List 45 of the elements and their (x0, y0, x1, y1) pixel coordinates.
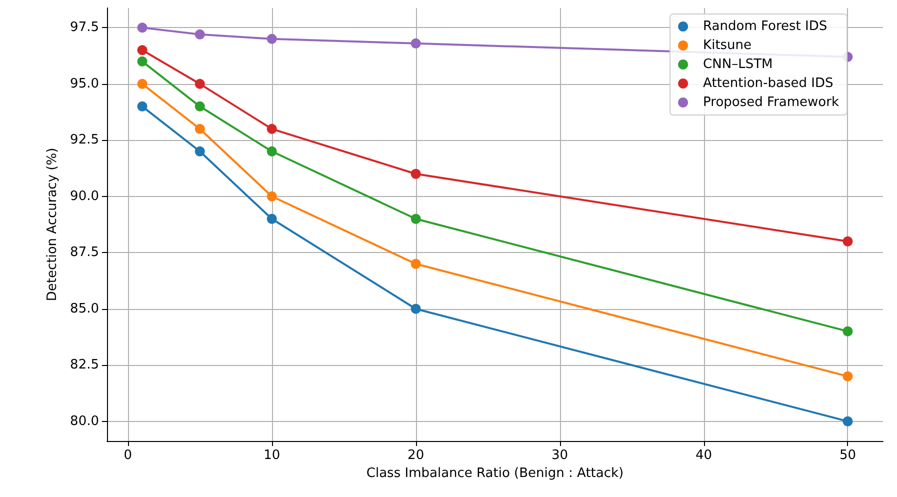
point (137, 78, 148, 89)
y-tick-label: 87.5 (70, 245, 99, 260)
point (194, 101, 205, 112)
y-tick-label: 97.5 (70, 20, 99, 36)
point (410, 258, 421, 269)
x-tick-label: 30 (552, 448, 568, 463)
y-tick-label: 80.0 (70, 414, 99, 429)
point (266, 214, 277, 224)
point (266, 146, 277, 156)
point (194, 146, 205, 156)
x-tick-label: 10 (264, 448, 280, 463)
point (137, 22, 148, 33)
point (194, 29, 205, 40)
point (842, 416, 853, 426)
legend-label: Attention-based IDS (703, 76, 834, 91)
point (194, 78, 205, 89)
point (137, 101, 148, 112)
point (410, 304, 421, 314)
y-tick-label: 95.0 (70, 76, 99, 92)
legend-label: Kitsune (703, 38, 752, 53)
point (137, 56, 148, 66)
y-tick-label: 90.0 (70, 188, 99, 204)
point (137, 45, 148, 56)
x-axis-title: Class Imbalance Ratio (Benign : Attack) (366, 466, 624, 481)
point (410, 38, 421, 48)
legend-label: Random Forest IDS (703, 19, 828, 34)
point (410, 168, 421, 179)
point (194, 124, 205, 134)
point (266, 191, 277, 202)
x-tick-label: 0 (124, 448, 132, 463)
legend-label: CNN–LSTM (703, 57, 773, 72)
x-tick-label: 20 (408, 448, 424, 463)
point (410, 214, 421, 224)
y-tick-label: 82.5 (70, 358, 99, 373)
x-tick-label: 40 (695, 448, 712, 463)
point (842, 371, 853, 382)
point (266, 34, 277, 44)
point (266, 124, 277, 134)
y-tick-label: 85.0 (70, 301, 99, 316)
y-axis-title: Detection Accuracy (%) (45, 148, 60, 302)
point (842, 236, 853, 246)
point (842, 326, 853, 336)
legend-label: Proposed Framework (703, 95, 840, 110)
x-tick-label: 50 (839, 448, 856, 463)
y-tick-label: 92.5 (70, 132, 99, 148)
